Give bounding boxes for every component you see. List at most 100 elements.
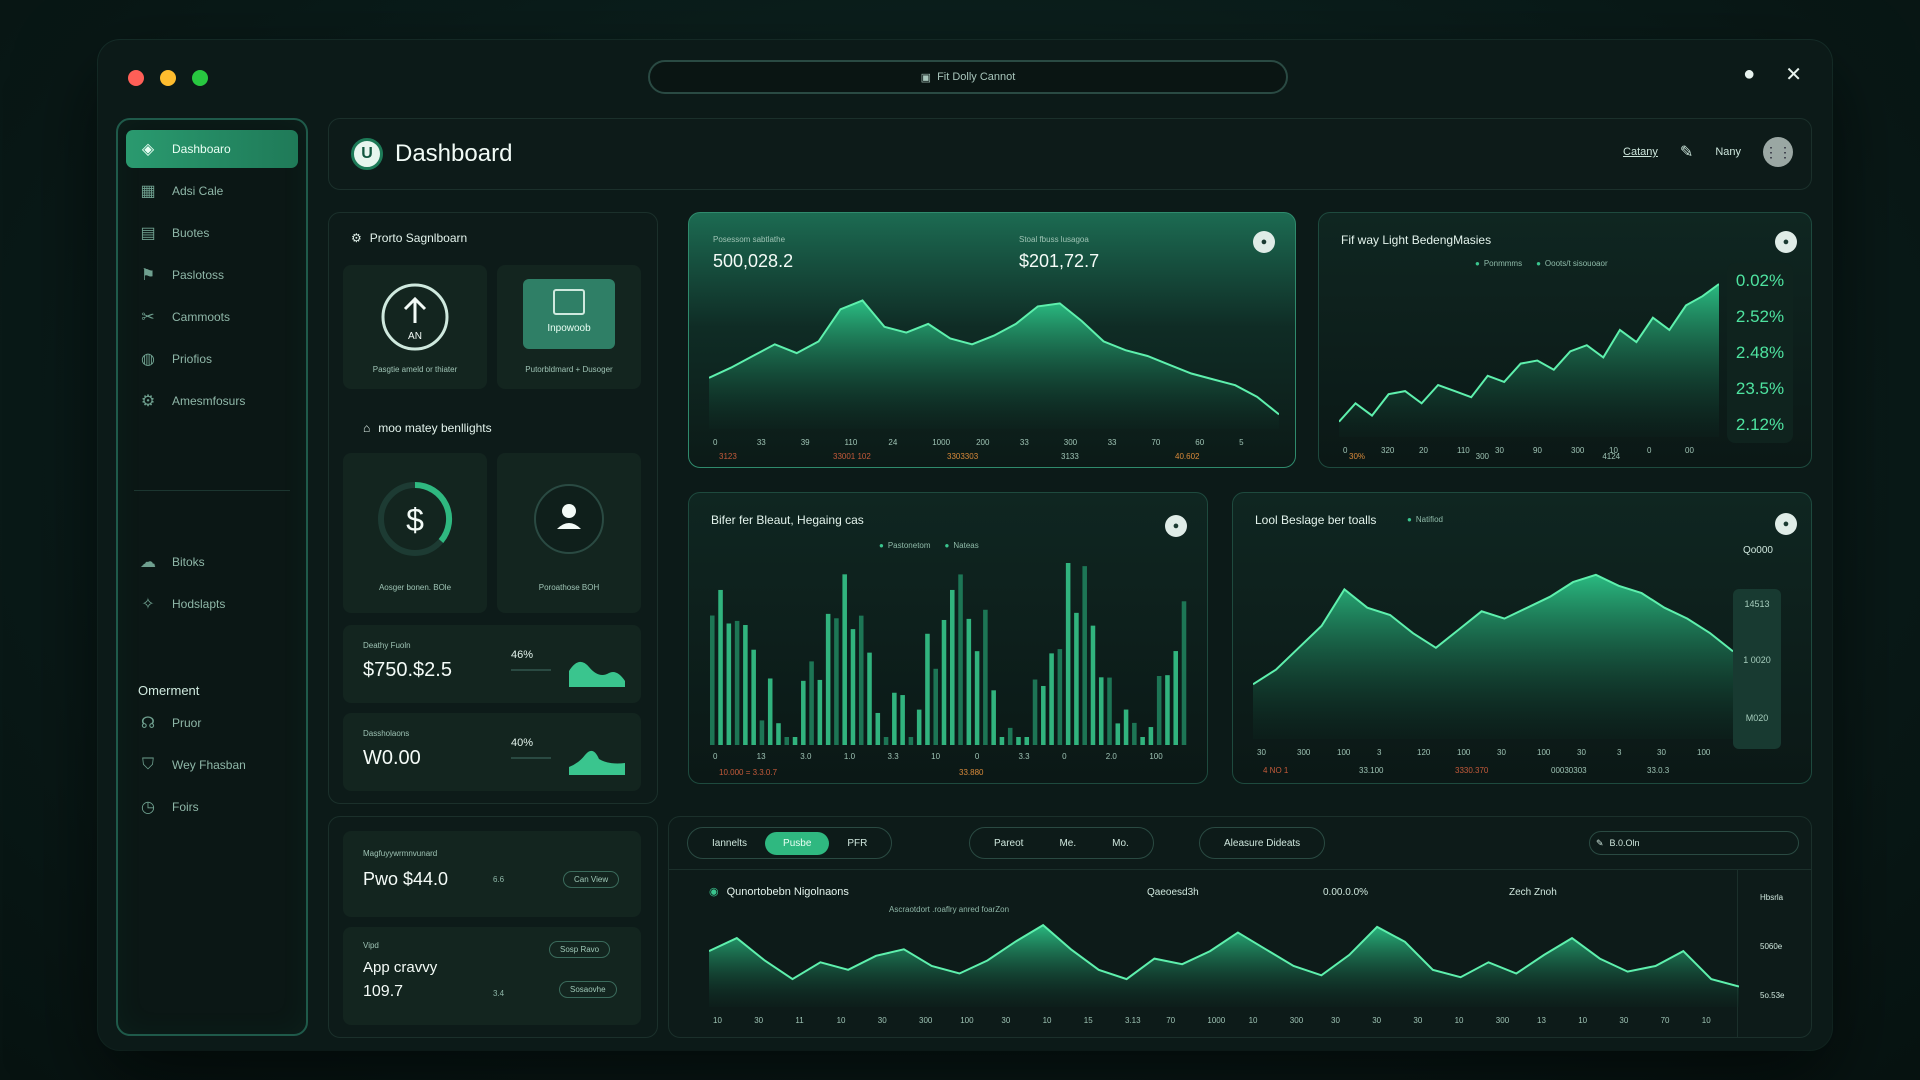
tab-1[interactable]: Iannelts: [712, 837, 748, 849]
sidebar-item-9[interactable]: ☊ Pruor: [126, 704, 298, 742]
bar: [1115, 723, 1121, 745]
upload-tile[interactable]: AN Pasgtie ameld or thiater: [343, 265, 487, 389]
sidebar-item-10[interactable]: ⛉ Wey Fhasban: [126, 746, 298, 784]
stat-card[interactable]: Deathy Fuoln $750.$2.5 46%: [343, 625, 641, 703]
section-title-text: moo matey benllights: [378, 421, 492, 435]
document-icon: ▤: [140, 225, 156, 242]
sidebar-item-6[interactable]: ⚙ Amesmfosurs: [126, 382, 298, 420]
percent-value: 2.48%: [1735, 343, 1785, 362]
tick-label: 30: [1413, 1016, 1422, 1025]
usage-chart-card: Lool Beslage ber toalls Natifiod ● Qo000…: [1232, 492, 1812, 784]
wave-chart: 10 30 11 10 30 300 100 30 10 15 3.13 70 1000 10 300 30 3…: [709, 923, 1739, 1025]
action-button[interactable]: Sosp Ravo: [549, 941, 611, 958]
view-button[interactable]: Can View: [563, 871, 620, 888]
bar: [1082, 566, 1087, 745]
tick-label: 100: [1149, 752, 1163, 761]
tick-label: 3.3: [888, 752, 900, 761]
close-window-button[interactable]: [128, 70, 144, 86]
edit-icon[interactable]: ✎: [1679, 144, 1694, 161]
sidebar-item-11[interactable]: ◷ Foirs: [126, 788, 298, 826]
tab-period-2[interactable]: Me.: [1059, 837, 1077, 849]
search-input[interactable]: ✎ B.0.Oln: [1589, 831, 1799, 855]
sidebar-item-7[interactable]: ☁ Bitoks: [126, 543, 298, 581]
shield-icon: ⛉: [141, 756, 154, 773]
sidebar-item-3[interactable]: ⚑ Paslotoss: [126, 256, 298, 294]
tick-label: 13: [757, 752, 766, 761]
window-controls: [128, 70, 208, 86]
profile-tile[interactable]: Poroathose BOH: [497, 453, 641, 613]
sidebar-item-2[interactable]: ▤ Buotes: [126, 214, 298, 252]
price-card[interactable]: Magfuyywrmnvunard Pwo $44.0 6.6 Can View: [343, 831, 641, 917]
tick-label: 1000: [932, 438, 950, 447]
card-value: 109.7: [363, 983, 404, 1000]
tick-label: 33: [757, 438, 766, 447]
bar: [726, 623, 732, 745]
tab-2[interactable]: Pusbe: [765, 831, 830, 855]
sidebar: ◈ Dashboaro ▦ Adsi Cale ▤ Buotes ⚑ Paslo…: [116, 118, 308, 1036]
close-icon[interactable]: ✕: [1785, 64, 1802, 86]
chart-legend: Ponmmms Ooots/t sisouoaor: [1475, 259, 1608, 268]
tick-label: 30: [1372, 1016, 1381, 1025]
apps-grid-icon[interactable]: ⋮⋮: [1763, 137, 1793, 167]
tick-label: 320: [1381, 446, 1395, 455]
maximize-window-button[interactable]: [192, 70, 208, 86]
percent-value: 0.02%: [1735, 271, 1785, 290]
card-value: Pwo $44.0: [363, 869, 449, 889]
series-line: [1339, 283, 1719, 423]
stat-value: $750.$2.5: [363, 659, 452, 681]
section-title-text: Prorto Sagnlboarn: [369, 231, 468, 245]
left-panel: ⚙ Prorto Sagnlboarn AN Pasgtie ameld or …: [328, 212, 658, 804]
sidebar-item-4[interactable]: ✂ Cammoots: [126, 298, 298, 336]
apple-icon[interactable]: ●: [1743, 63, 1756, 85]
chart-title-text: Qunortobebn Nigolnaons: [726, 885, 849, 898]
user-name[interactable]: Nany: [1715, 146, 1741, 158]
sidebar-item-1[interactable]: ▦ Adsi Cale: [126, 172, 298, 210]
bar: [941, 619, 947, 745]
tick-label: 100: [960, 1016, 974, 1025]
footer-label: 3133: [1061, 452, 1079, 461]
image-tile[interactable]: Inpowoob Putorbldmard + Dusoger: [497, 265, 641, 389]
bar: [759, 720, 765, 745]
dashboard-icon: ◈: [141, 141, 155, 158]
bar: [991, 690, 996, 745]
category-link[interactable]: Catany: [1623, 146, 1658, 158]
chart-title: Bifer fer Bleaut, Hegaing cas: [711, 513, 864, 527]
tab-period-1[interactable]: Pareot: [994, 837, 1024, 849]
tick-label: 3.3: [1018, 752, 1030, 761]
dollar-tile[interactable]: $ Aosger bonen. BOle: [343, 453, 487, 613]
page-title: Dashboard: [395, 140, 513, 167]
percent-chart-card: Fif way Light BedengMasies ● Ponmmms Ooo…: [1318, 212, 1812, 468]
bar: [784, 737, 790, 745]
user-icon[interactable]: ●: [1775, 231, 1797, 253]
bar: [958, 574, 963, 745]
address-bar[interactable]: ▣ Fit Dolly Cannot: [648, 60, 1288, 94]
tick-label: 10: [713, 1016, 722, 1025]
minimize-window-button[interactable]: [160, 70, 176, 86]
sidebar-item-dashboard[interactable]: ◈ Dashboaro: [126, 130, 298, 168]
stat-divider: [511, 757, 551, 759]
footer-label: 33.0.3: [1647, 766, 1670, 775]
stat-percent: 46%: [511, 649, 534, 661]
tab-3[interactable]: PFR: [847, 837, 868, 849]
app-card[interactable]: Vipd App cravvy 109.7 3.4 Sosp Ravo Sosa…: [343, 927, 641, 1025]
tick-label: 30: [1331, 1016, 1340, 1025]
tick-label: 110: [1457, 446, 1470, 455]
filter-button[interactable]: Aleasure Dideats: [1199, 827, 1326, 859]
action-button[interactable]: Sosaovhe: [559, 981, 617, 998]
bar: [999, 737, 1005, 745]
bar: [842, 574, 847, 745]
bar: [908, 737, 914, 745]
user-icon[interactable]: ●: [1165, 515, 1187, 537]
stat-card[interactable]: Dassholaons W0.00 40%: [343, 713, 641, 791]
user-icon[interactable]: ●: [1775, 513, 1797, 535]
chart-title: Fif way Light BedengMasies: [1341, 233, 1492, 247]
tick-label: 10: [1609, 446, 1618, 455]
line-chart: 0 320 20 110 30 90 300 10 0 0030% 300 4124: [1339, 283, 1719, 461]
tab-period-3[interactable]: Mo.: [1112, 837, 1129, 849]
tick-label: 90: [1533, 446, 1542, 455]
gear-icon: ⚙: [351, 231, 362, 245]
card-title: App cravvy: [363, 959, 438, 976]
sidebar-item-5[interactable]: ◍ Priofios: [126, 340, 298, 378]
user-icon[interactable]: ●: [1253, 231, 1275, 253]
sidebar-item-8[interactable]: ✧ Hodslapts: [126, 585, 298, 623]
